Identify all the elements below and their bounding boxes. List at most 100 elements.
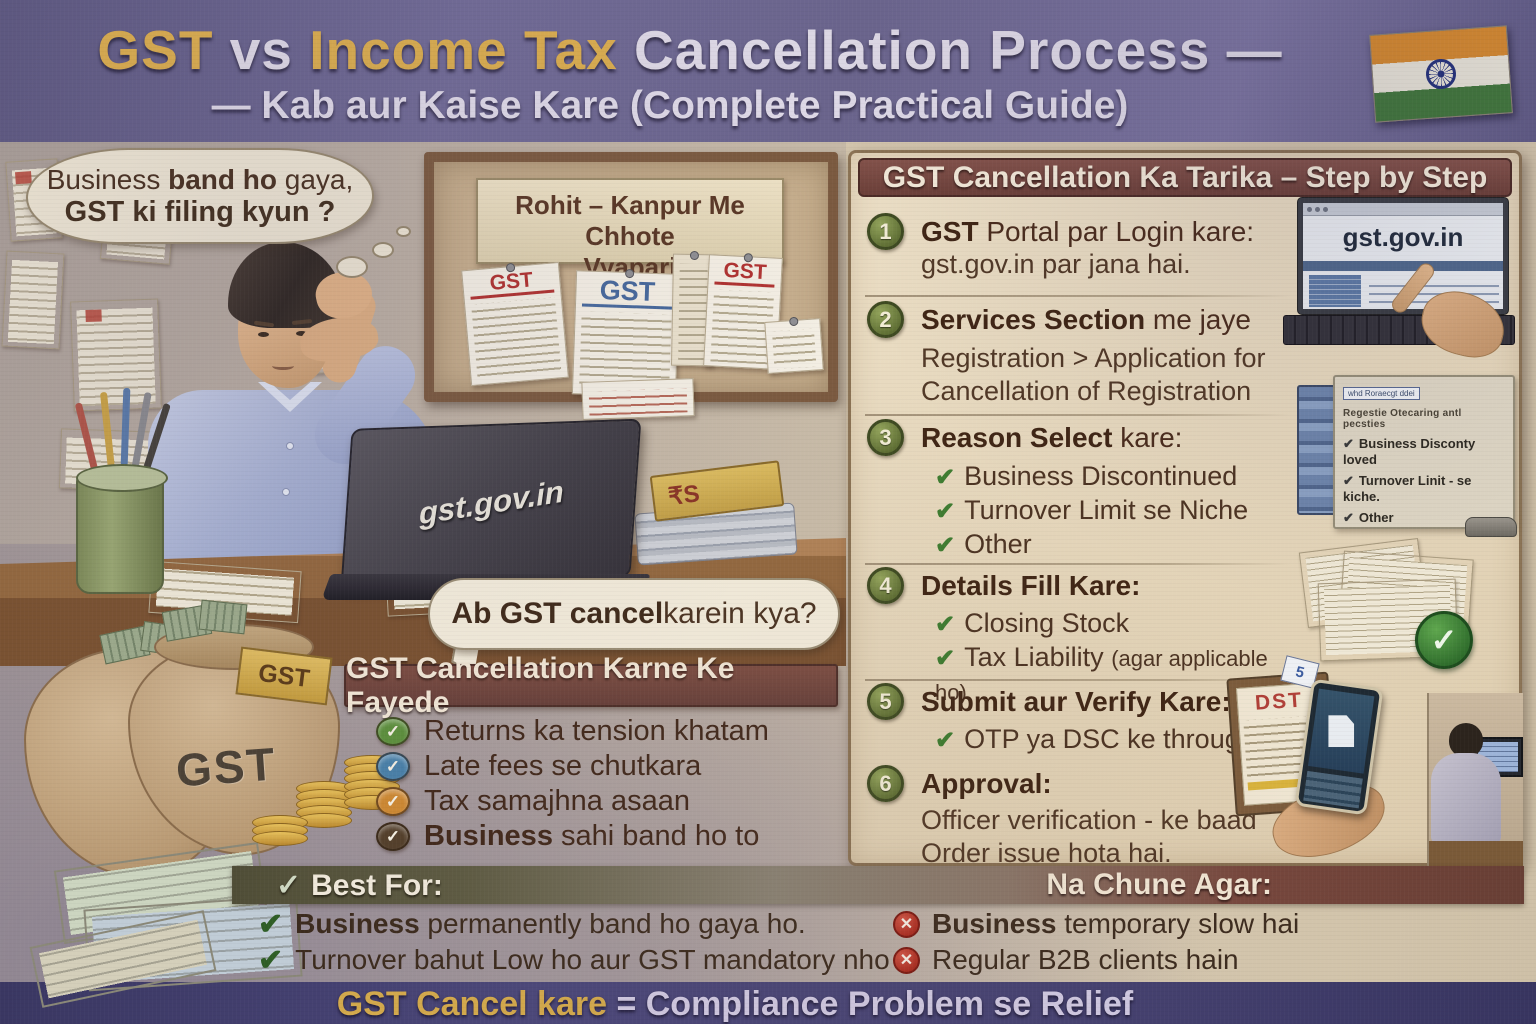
thought-text-bold: band ho [168,163,277,195]
step-number-badge: 2 [867,301,904,338]
step-number-badge: 3 [867,419,904,456]
coin-stack [296,781,352,828]
step-3: 3 Reason Select kare: ✔ Business Disconti… [865,419,1295,562]
ashoka-chakra-icon [1424,57,1458,91]
india-flag [1369,25,1513,123]
page-title: GST vs Income Tax Cancellation Process — [30,18,1350,82]
phone-keypad [1303,770,1363,809]
board-title-plank: Rohit – Kanpur Me Chhote Vyapari [476,178,784,282]
stapler [1465,517,1517,537]
check-icon: ✔ [258,907,284,941]
cross-icon: ✕ [893,910,920,938]
officer-at-desk-illustration [1427,693,1523,867]
small-note [764,316,824,374]
browser-toolbar [1303,203,1503,216]
thought-trail-bubble [396,226,411,237]
title-income-tax: Income Tax [309,19,618,81]
gst-paper: GST [461,261,569,387]
best-for-item: ✔ Business permanently band ho gaya ho. [258,907,806,941]
avoid-item: ✕ Business temporary slow hai [893,906,1299,942]
step-number-badge: 6 [867,765,904,802]
best-for-header: ✓ Best For: [276,869,443,902]
step-number-badge: 5 [867,683,904,720]
portal-sidebar-card [1297,385,1339,515]
check-icon: ✔ [935,611,956,638]
board-title-line1: Rohit – Kanpur Me Chhote [515,190,745,251]
pen-cup [76,464,168,594]
small-note [581,378,695,420]
money-bag-label: GST [174,737,279,797]
benefits-banner: GST Cancellation Karne Ke Fayede [344,652,838,719]
check-icon: ✔ [258,943,284,977]
benefits-list: ✓ Returns ka tension khatam ✓ Late fees … [376,714,846,854]
speech-text-bold: Ab GST cancel [451,597,664,630]
benefit-item: ✓ Returns ka tension khatam [376,714,846,749]
thought-trail-bubble [336,256,368,278]
speech-text: karein kya? [663,597,817,630]
footer-background [0,982,1536,1024]
laptop-lid-text: gst.gov.in [417,473,565,532]
step-5: 5 Submit aur Verify Kare: ✔ OTP ya DSC ke… [865,683,1295,757]
check-circle-icon: ✓ [376,752,410,781]
check-circle-icon: ✓ [376,717,410,746]
divider [865,563,1290,565]
approved-check-badge: ✓ [1415,611,1473,669]
verdict-band: ✓ Best For: Na Chune Agar: [232,866,1524,904]
check-icon: ✔ [935,464,956,491]
check-icon: ✔ [1343,510,1354,525]
page-subtitle: — Kab aur Kaise Kare (Complete Practical… [211,84,1129,127]
form-header: Regestie Otecaring antl pecsties [1343,408,1462,430]
thought-text-line2: GST ki filing kyun ? [64,195,336,228]
check-circle-icon: ✓ [376,822,410,851]
cancellation-form-card: whd Roraecgt ddei Regestie Otecaring ant… [1333,375,1515,529]
thought-text: Business [46,163,169,195]
phone-screen [1308,688,1375,774]
step-1: 1 GST Portal par Login kare: gst.gov.in … [865,213,1295,281]
gst-paper-label: GST [581,275,673,310]
check-icon: ✓ [276,869,302,902]
title-gst: GST [97,19,214,81]
footer-slogan: GST Cancel kare = Compliance Problem se … [336,985,1134,1023]
dst-label: DST [1254,688,1304,715]
na-chune-agar-header: Na Chune Agar: [1046,868,1272,901]
notice-board: Rohit – Kanpur Me Chhote Vyapari GST GST… [424,152,838,420]
portal-nav-band [1303,261,1503,271]
check-icon: ✔ [1343,436,1354,451]
gst-paper-label: GST [468,267,555,300]
steps-panel-header: GST Cancellation Ka Tarika – Step by Ste… [858,158,1512,197]
thought-text: gaya, [277,163,354,195]
step-6: 6 Approval: Officer verification - ke ba… [865,765,1295,870]
gst-portal-laptop-illustration: gst.gov.in [1283,197,1515,365]
best-for-item: ✔ Turnover bahut Low ho aur GST mandator… [258,943,890,977]
thought-trail-bubble [372,242,394,258]
check-circle-icon: ✓ [376,787,410,816]
divider [865,414,1290,416]
officer-body [1431,753,1501,843]
laptop-lid: gst.gov.in [340,418,642,588]
check-icon: ✔ [935,645,956,672]
thought-bubble: Business band ho gaya, GST ki filing kyu… [26,148,374,244]
cross-icon: ✕ [893,946,920,974]
divider [865,679,1290,681]
avoid-item: ✕ Regular B2B clients hain [893,942,1239,978]
officer-head [1449,723,1483,757]
check-icon: ✔ [1343,473,1354,488]
step-number-badge: 4 [867,567,904,604]
step-4: 4 Details Fill Kare: ✔ Closing Stock ✔ Tax… [865,567,1295,709]
step-number-badge: 1 [867,213,904,250]
title-rest: Cancellation Process — [617,19,1283,81]
portal-banner-box [1309,275,1361,307]
speech-bubble: Ab GST cancel karein kya? [428,578,840,650]
title-vs: vs [213,19,310,81]
ledger-symbol: ₹S [666,479,702,511]
gst-paper-label: GST [714,259,776,288]
form-tab: whd Roraecgt ddei [1343,387,1420,400]
check-icon: ✔ [935,532,956,559]
document-icon [1328,715,1354,747]
gst-cancellation-steps-panel: GST Cancellation Ka Tarika – Step by Ste… [848,150,1523,870]
benefit-item: ✓ Late fees se chutkara [376,749,846,784]
benefit-item: ✓ Business sahi band ho to [376,819,846,854]
divider [865,295,1290,297]
coin-stack [252,815,308,846]
